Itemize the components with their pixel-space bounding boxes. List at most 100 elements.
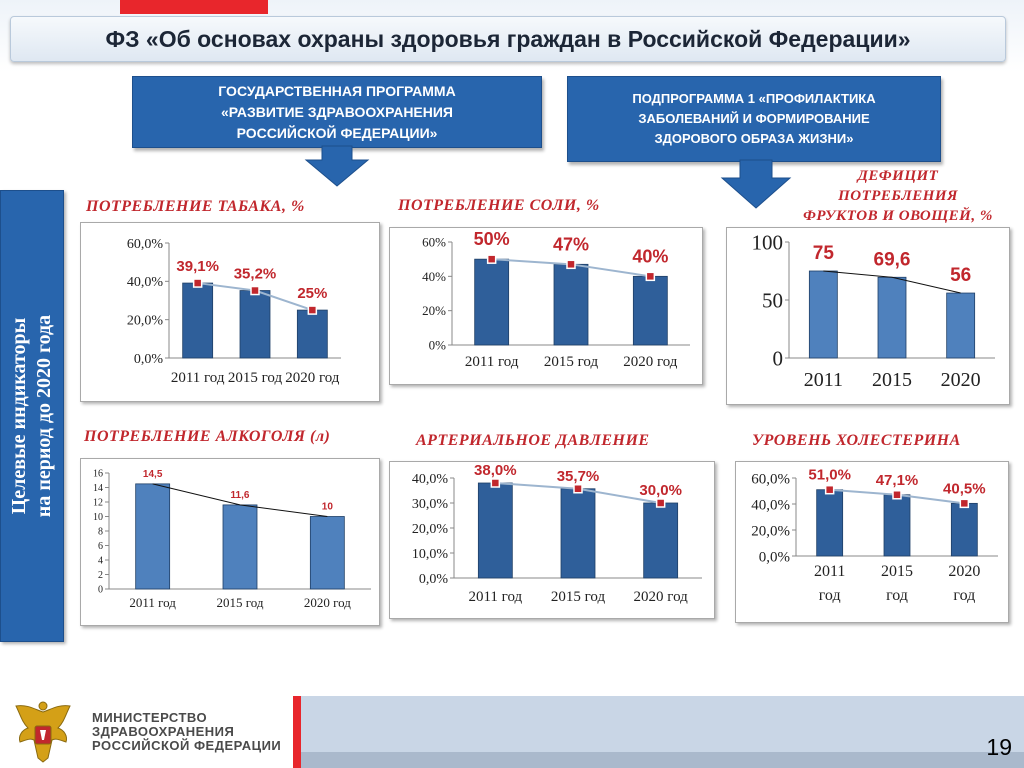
y-tick-label: 0,0% [419, 572, 449, 587]
subprogram-line-3: ЗДОРОВОГО ОБРАЗА ЖИЗНИ» [654, 131, 854, 146]
chart-salt: 0% 20% 40% 60% 50% 47% 40% 2011 год 2015 год 2020… [422, 229, 690, 370]
x-tick-label: 2015 [872, 369, 912, 391]
x-tick-label: 2020 год [634, 589, 689, 605]
x-tick-label: 2015 год [544, 354, 599, 370]
x-tick-label: 2011 [804, 369, 843, 391]
chart-title-cholesterol: УРОВЕНЬ ХОЛЕСТЕРИНА [752, 432, 961, 449]
y-tick-label: 14 [93, 483, 103, 494]
data-label: 51,0% [808, 467, 851, 484]
bar [474, 258, 510, 346]
data-label: 56 [950, 265, 971, 286]
data-label: 35,7% [557, 468, 600, 485]
x-tick-label: год [953, 587, 975, 604]
data-point-marker [486, 254, 497, 264]
y-tick-label: 20,0% [127, 314, 164, 329]
footer-band-dark [295, 752, 1024, 768]
chart-title-alcohol: ПОТРЕБЛЕНИЕ АЛКОГОЛЯ (л) [84, 428, 331, 445]
data-point-marker [655, 498, 666, 508]
data-label: 69,6 [874, 249, 911, 270]
data-label: 40% [632, 246, 668, 266]
y-tick-label: 6 [98, 541, 103, 552]
subprogram-line-2: ЗАБОЛЕВАНИЙ И ФОРМИРОВАНИЕ [638, 111, 870, 126]
data-label: 39,1% [176, 258, 219, 275]
footer-red-strip [293, 696, 301, 768]
x-tick-label: 2020 [941, 369, 981, 391]
data-label: 25% [297, 285, 327, 302]
chart-pressure: 0,0% 10,0% 20,0% 30,0% 40,0% 38,0% 35,7% 30,0% 2… [412, 462, 702, 605]
chart-alcohol: 0 2 4 6 8 10 12 14 16 14,5 11,6 10 2011 год 2015 год 2… [93, 469, 371, 610]
ministry-line-2: ЗДРАВООХРАНЕНИЯ [92, 724, 235, 739]
x-tick-label: 2011 год [465, 354, 519, 370]
chart-title-tobacco: ПОТРЕБЛЕНИЕ ТАБАКА, % [86, 198, 305, 215]
chart-panel-fruit: 0 50 100 75 69,6 56 2011 2015 2020 [726, 227, 1010, 405]
chart-panel-tobacco: 0,0% 20,0% 40,0% 60,0% 39,1% 35,2% 25% 2011 год… [80, 222, 380, 402]
y-tick-label: 20% [422, 303, 446, 318]
target-indicators-sidebar [0, 190, 64, 642]
bar [808, 270, 838, 359]
trend-line [823, 270, 961, 294]
y-tick-label: 100 [752, 230, 784, 254]
x-tick-label: 2015 год [217, 595, 264, 610]
x-tick-label: 2020 [948, 563, 980, 580]
data-label: 50% [474, 229, 510, 249]
page-number: 19 [986, 734, 1012, 760]
header-red-accent [120, 0, 268, 14]
x-tick-label: год [886, 587, 908, 604]
chart-title-salt: ПОТРЕБЛЕНИЕ СОЛИ, % [398, 197, 600, 214]
bar [883, 494, 911, 557]
bar [632, 275, 668, 346]
data-point-marker [959, 498, 970, 509]
y-tick-label: 20,0% [412, 522, 449, 537]
data-label: 75 [813, 243, 835, 264]
y-tick-label: 4 [98, 556, 103, 567]
x-tick-label: год [819, 587, 841, 604]
data-point-marker [824, 484, 835, 495]
data-point-marker [573, 484, 583, 494]
y-tick-label: 40,0% [127, 275, 164, 290]
subprogram-line-1: ПОДПРОГРАММА 1 «ПРОФИЛАКТИКА [632, 91, 876, 106]
data-point-marker [192, 278, 203, 288]
x-tick-label: 2011 [814, 563, 845, 580]
chart-panel-salt: 0% 20% 40% 60% 50% 47% 40% 2011 год 2015 год 2020… [389, 227, 703, 385]
x-tick-label: 2015 [881, 563, 913, 580]
ministry-line-3: РОССИЙСКОЙ ФЕДЕРАЦИИ [92, 738, 282, 753]
bar [816, 489, 844, 557]
y-tick-label: 40,0% [751, 497, 790, 513]
y-tick-label: 0 [98, 585, 103, 596]
y-tick-label: 16 [93, 469, 103, 480]
bar [477, 482, 513, 579]
y-tick-label: 30,0% [412, 497, 449, 512]
arrow-down-icon [720, 159, 792, 209]
y-tick-label: 60,0% [751, 471, 790, 487]
trend-line [152, 483, 328, 517]
data-label: 38,0% [474, 462, 517, 479]
chart-title-fruit-line-3: ФРУКТОВ И ОВОЩЕЙ, % [803, 208, 993, 224]
program-line-2: «РАЗВИТИЕ ЗДРАВООХРАНЕНИЯ [221, 104, 453, 120]
y-tick-label: 0,0% [759, 549, 790, 565]
y-tick-label: 40,0% [412, 472, 449, 487]
y-tick-label: 8 [98, 527, 103, 538]
chart-cholesterol: 0,0% 20,0% 40,0% 60,0% 51,0% 47,1% 40,5% 2011 го… [751, 467, 998, 604]
y-tick-label: 60% [422, 235, 446, 250]
bar [239, 290, 271, 359]
data-point-marker [892, 490, 902, 500]
y-tick-label: 0,0% [134, 352, 164, 367]
bar [877, 276, 907, 359]
bar [643, 502, 679, 579]
y-tick-label: 60,0% [127, 237, 164, 252]
sidebar-line-1: Целевые индикаторы [8, 317, 30, 515]
data-label: 10 [322, 502, 334, 513]
ministry-name: МИНИСТЕРСТВО ЗДРАВООХРАНЕНИЯ РОССИЙСКОЙ … [92, 711, 281, 753]
data-label: 11,6 [231, 490, 250, 501]
x-tick-label: 2011 год [129, 595, 176, 610]
data-point-marker [645, 271, 656, 282]
x-tick-label: 2020 год [304, 595, 351, 610]
bar [135, 483, 171, 590]
data-point-marker [307, 305, 318, 315]
chart-title-fruit-line-2: ПОТРЕБЛЕНИЯ [838, 188, 958, 204]
double-headed-eagle-emblem-icon [15, 701, 71, 763]
bar [182, 282, 214, 359]
chart-title-fruit-line-1: ДЕФИЦИТ [857, 168, 939, 184]
bar [296, 309, 328, 359]
sidebar-line-2: на период до 2020 года [33, 314, 55, 518]
